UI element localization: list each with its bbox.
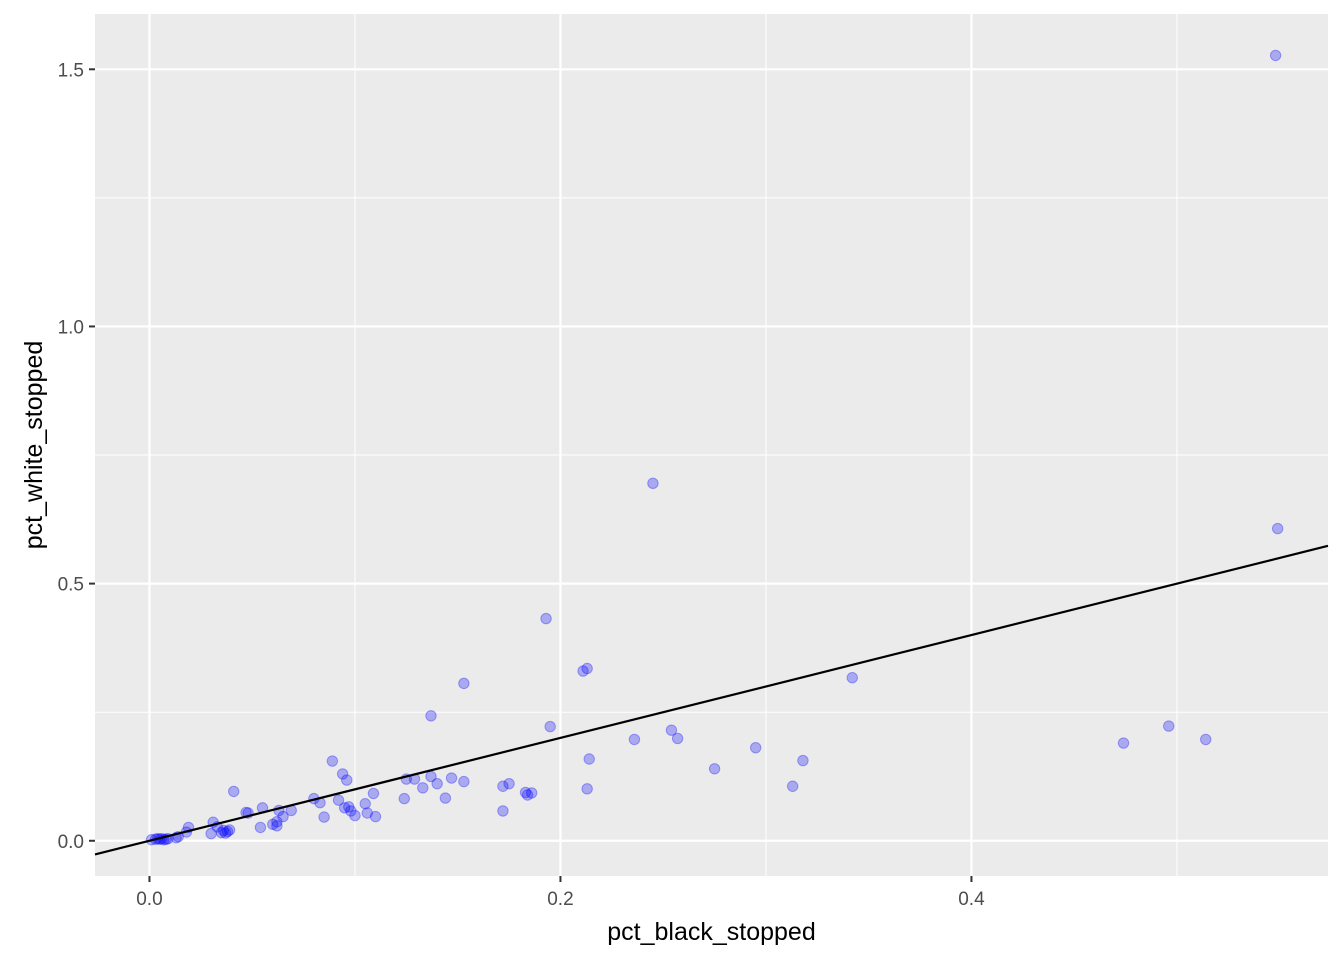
data-point <box>458 775 470 788</box>
data-point <box>336 768 349 780</box>
data-point <box>497 805 509 817</box>
data-point <box>267 818 279 831</box>
minor-gridlines <box>95 14 1328 876</box>
data-point <box>217 824 230 837</box>
data-point <box>519 786 532 799</box>
data-point <box>277 810 289 823</box>
data-point <box>708 763 721 775</box>
data-point <box>318 811 330 823</box>
data-point <box>521 789 534 801</box>
data-point <box>219 827 232 839</box>
y-axis-ticks: 0.0 0.5 1.0 1.5 <box>58 60 95 853</box>
data-point <box>215 826 228 839</box>
data-point <box>583 753 595 765</box>
data-point <box>1117 737 1130 749</box>
data-point <box>544 720 556 733</box>
data-point <box>503 777 515 790</box>
x-axis-title: pct_black_stopped <box>607 918 815 946</box>
data-point <box>343 801 355 813</box>
data-point <box>349 809 361 822</box>
data-point <box>345 805 357 817</box>
x-tick-label: 0.2 <box>547 889 573 910</box>
plot-panel <box>95 14 1328 876</box>
data-point <box>332 794 345 806</box>
data-point <box>359 798 371 810</box>
data-point <box>254 821 267 834</box>
data-point <box>797 754 809 767</box>
y-tick-label: 1.5 <box>58 60 84 81</box>
y-tick-label: 0.5 <box>58 575 84 596</box>
data-point <box>786 780 799 792</box>
data-point <box>367 787 380 800</box>
data-point <box>665 724 678 736</box>
data-point <box>540 612 552 625</box>
y-tick-label: 1.0 <box>58 317 84 338</box>
data-point <box>458 677 470 690</box>
data-point <box>228 785 240 798</box>
major-gridlines <box>95 14 1328 876</box>
data-point <box>647 477 659 490</box>
data-point <box>369 810 382 823</box>
data-point <box>338 802 351 814</box>
data-point <box>577 665 589 677</box>
data-point <box>445 772 458 784</box>
data-point <box>326 755 339 767</box>
x-axis-ticks: 0.0 0.2 0.4 <box>136 876 985 910</box>
data-point <box>581 662 593 675</box>
data-point <box>846 672 858 684</box>
data-point <box>497 780 509 792</box>
fit-line <box>94 544 1329 856</box>
data-point <box>581 783 593 795</box>
data-point <box>398 792 410 805</box>
data-point <box>223 824 236 836</box>
data-point <box>628 733 641 746</box>
data-point <box>431 777 443 790</box>
data-point <box>417 782 429 794</box>
data-point <box>1271 522 1284 535</box>
y-tick-label: 0.0 <box>58 832 84 853</box>
data-point <box>1200 733 1212 746</box>
data-point <box>749 741 762 754</box>
data-point <box>671 732 684 745</box>
x-tick-label: 0.4 <box>958 889 985 910</box>
data-point <box>525 787 538 799</box>
data-point <box>271 820 283 832</box>
data-point <box>341 774 353 786</box>
data-point <box>439 792 452 804</box>
data-point <box>425 710 437 722</box>
data-point <box>361 807 373 819</box>
data-point <box>271 816 283 828</box>
data-point <box>1163 720 1175 732</box>
y-axis-title: pct_white_stopped <box>20 341 48 549</box>
x-tick-label: 0.0 <box>136 889 162 910</box>
data-point <box>205 827 217 840</box>
data-point <box>1269 49 1282 62</box>
data-point <box>221 825 234 838</box>
